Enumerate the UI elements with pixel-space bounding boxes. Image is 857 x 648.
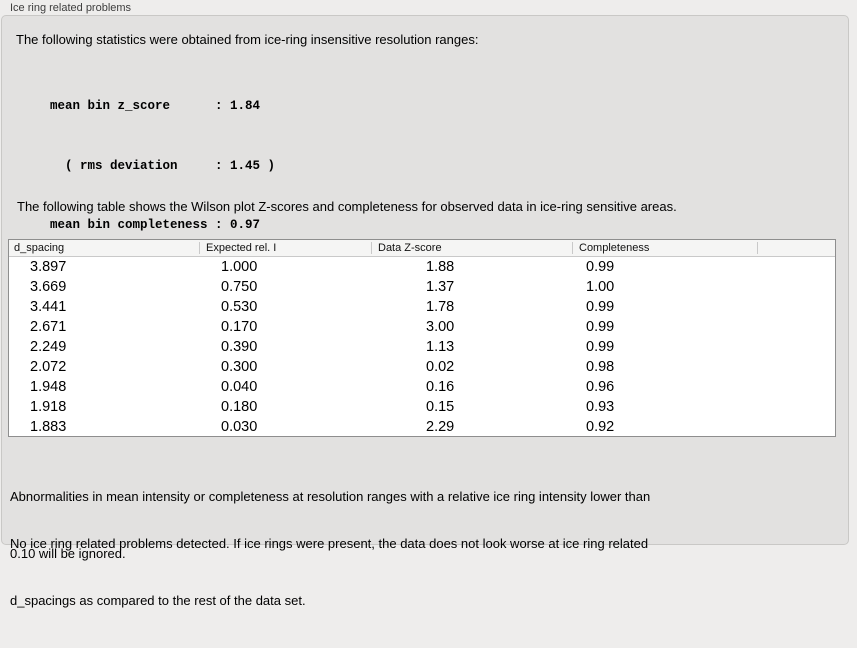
column-divider bbox=[757, 242, 758, 254]
cell-d-spacing: 2.072 bbox=[30, 359, 67, 375]
cell-d-spacing: 1.948 bbox=[30, 379, 67, 395]
cell-data-z-score: 1.37 bbox=[426, 279, 455, 295]
table-row[interactable]: 3.669 0.750 1.37 1.00 bbox=[9, 277, 835, 297]
column-header-d-spacing[interactable]: d_spacing bbox=[14, 242, 65, 254]
cell-expected-rel-i: 0.530 bbox=[221, 299, 258, 315]
cell-d-spacing: 2.671 bbox=[30, 319, 67, 335]
cell-d-spacing: 3.897 bbox=[30, 259, 67, 275]
cell-d-spacing: 3.669 bbox=[30, 279, 67, 295]
column-divider bbox=[199, 242, 200, 254]
ice-ring-table: d_spacing Expected rel. I Data Z-score C… bbox=[8, 239, 836, 437]
stats-line: mean bin z_score : 1.84 bbox=[50, 99, 261, 114]
cell-data-z-score: 1.88 bbox=[426, 259, 455, 275]
table-row[interactable]: 1.948 0.040 0.16 0.96 bbox=[9, 377, 835, 397]
table-row[interactable]: 2.671 0.170 3.00 0.99 bbox=[9, 317, 835, 337]
cell-data-z-score: 1.13 bbox=[426, 339, 455, 355]
table-row[interactable]: 3.441 0.530 1.78 0.99 bbox=[9, 297, 835, 317]
cell-d-spacing: 1.883 bbox=[30, 419, 67, 435]
cell-completeness: 0.92 bbox=[586, 419, 615, 435]
cell-completeness: 0.98 bbox=[586, 359, 615, 375]
description-line: The following table shows the Wilson plo… bbox=[17, 198, 677, 214]
table-header-row: d_spacing Expected rel. I Data Z-score C… bbox=[9, 240, 835, 257]
table-row[interactable]: 2.072 0.300 0.02 0.98 bbox=[9, 357, 835, 377]
cell-d-spacing: 1.918 bbox=[30, 399, 67, 415]
ice-ring-group-box: The following statistics were obtained f… bbox=[1, 15, 849, 608]
cell-expected-rel-i: 1.000 bbox=[221, 259, 258, 275]
cell-d-spacing: 2.249 bbox=[30, 339, 67, 355]
table-row[interactable]: 3.897 1.000 1.88 0.99 bbox=[9, 257, 835, 277]
cell-expected-rel-i: 0.030 bbox=[221, 419, 258, 435]
cell-expected-rel-i: 0.300 bbox=[221, 359, 258, 375]
cell-data-z-score: 2.29 bbox=[426, 419, 455, 435]
cell-data-z-score: 3.00 bbox=[426, 319, 455, 335]
table-row[interactable]: 2.249 0.390 1.13 0.99 bbox=[9, 337, 835, 357]
cell-data-z-score: 0.15 bbox=[426, 399, 455, 415]
column-header-data-z-score[interactable]: Data Z-score bbox=[378, 242, 442, 254]
cell-expected-rel-i: 0.750 bbox=[221, 279, 258, 295]
cell-completeness: 0.99 bbox=[586, 259, 615, 275]
table-row[interactable]: 1.918 0.180 0.15 0.93 bbox=[9, 397, 835, 417]
cell-expected-rel-i: 0.180 bbox=[221, 399, 258, 415]
cell-data-z-score: 0.16 bbox=[426, 379, 455, 395]
cell-completeness: 1.00 bbox=[586, 279, 615, 295]
conclusion-text: No ice ring related problems detected. I… bbox=[10, 496, 648, 648]
stats-line: mean bin completeness : 0.97 bbox=[50, 217, 261, 232]
cell-expected-rel-i: 0.040 bbox=[221, 379, 258, 395]
cell-completeness: 0.99 bbox=[586, 319, 615, 335]
intro-text: The following statistics were obtained f… bbox=[16, 32, 479, 47]
cell-expected-rel-i: 0.390 bbox=[221, 339, 258, 355]
cell-expected-rel-i: 0.170 bbox=[221, 319, 258, 335]
column-header-completeness[interactable]: Completeness bbox=[579, 242, 650, 254]
cell-completeness: 0.99 bbox=[586, 299, 615, 315]
stats-line: ( rms deviation : 1.45 ) bbox=[50, 158, 276, 173]
group-box-title: Ice ring related problems bbox=[10, 2, 132, 14]
conclusion-line: No ice ring related problems detected. I… bbox=[10, 536, 649, 551]
conclusion-line: d_spacings as compared to the rest of th… bbox=[10, 593, 306, 608]
cell-completeness: 0.96 bbox=[586, 379, 615, 395]
column-divider bbox=[371, 242, 372, 254]
cell-d-spacing: 3.441 bbox=[30, 299, 67, 315]
table-row[interactable]: 1.883 0.030 2.29 0.92 bbox=[9, 417, 835, 436]
cell-completeness: 0.99 bbox=[586, 339, 615, 355]
cell-data-z-score: 1.78 bbox=[426, 299, 455, 315]
cell-data-z-score: 0.02 bbox=[426, 359, 455, 375]
ignore-note-line: Abnormalities in mean intensity or compl… bbox=[10, 489, 651, 504]
column-header-expected-rel-i[interactable]: Expected rel. I bbox=[206, 242, 277, 254]
cell-completeness: 0.93 bbox=[586, 399, 615, 415]
column-divider bbox=[572, 242, 573, 254]
